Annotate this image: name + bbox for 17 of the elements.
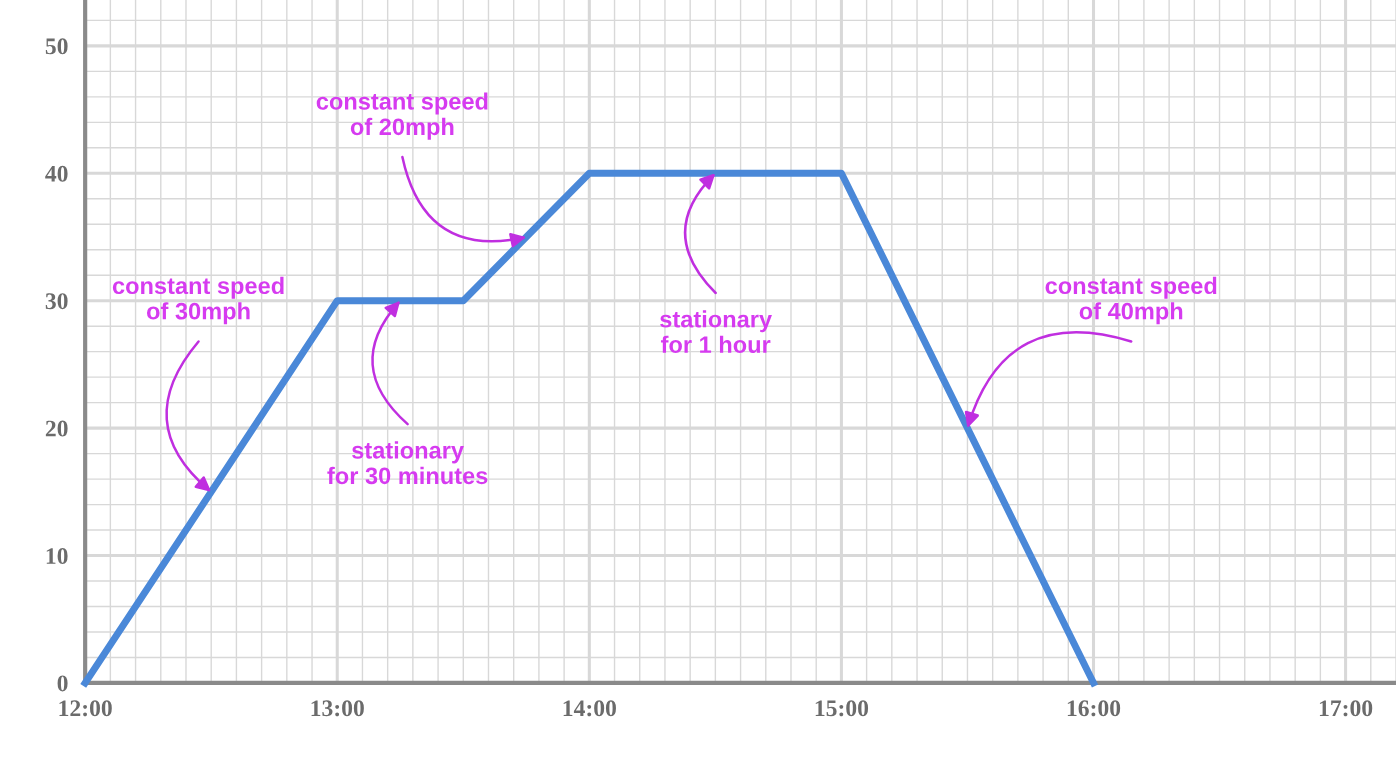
y-tick-label: 10: [46, 548, 68, 564]
annotation: constant speed of 40mph: [1045, 276, 1217, 325]
annotation: constant speed of 20mph: [316, 92, 488, 140]
annotation: stationary for 1 hour: [660, 310, 772, 354]
x-tick-label: 15:00: [815, 700, 869, 717]
x-tick-label: 16:00: [1067, 700, 1121, 717]
x-tick-label: 13:00: [311, 700, 364, 717]
y-tick-label: 50: [45, 38, 68, 55]
annotation: constant speed of 30mph: [112, 276, 284, 325]
x-tick-label: 14:00: [563, 700, 616, 717]
y-tick-label: 30: [45, 293, 68, 310]
x-tick-label: 12:00: [59, 700, 112, 717]
y-tick-label: 0: [57, 675, 68, 692]
annotation: stationary for 30 minutes: [327, 441, 488, 485]
y-tick-label: 20: [45, 420, 68, 437]
x-tick-label: 17:00: [1319, 700, 1373, 717]
y-tick-label: 40: [45, 165, 68, 182]
